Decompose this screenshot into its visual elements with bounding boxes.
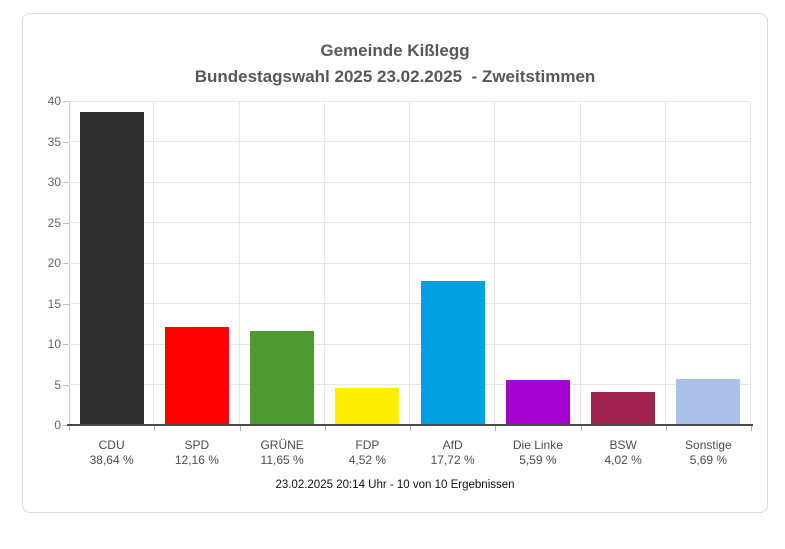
- category-label-die-linke: Die Linke 5,59 %: [495, 438, 580, 468]
- x-axis-line: [67, 424, 753, 426]
- y-tick-mark: [63, 263, 69, 264]
- chart-title: Gemeinde Kißlegg Bundestagswahl 2025 23.…: [23, 38, 767, 90]
- category-name: SPD: [184, 438, 210, 452]
- bar-spd: [164, 326, 229, 425]
- gridline-v: [409, 101, 410, 425]
- chart-title-line1: Gemeinde Kißlegg: [320, 41, 470, 60]
- y-tick-label: 30: [47, 175, 61, 189]
- category-label-fdp: FDP 4,52 %: [325, 438, 410, 468]
- category-label-sonstige: Sonstige 5,69 %: [666, 438, 751, 468]
- gridline-h: [69, 343, 751, 345]
- y-tick-label: 10: [47, 337, 61, 351]
- x-tick-mark: [154, 426, 155, 431]
- y-tick-mark: [63, 344, 69, 345]
- y-tick-label: 25: [47, 215, 61, 230]
- bar-bsw: [591, 392, 656, 425]
- y-tick-mark: [63, 222, 69, 224]
- y-tick-mark: [63, 101, 69, 102]
- x-tick-mark: [240, 426, 241, 431]
- gridline-v: [580, 101, 581, 425]
- category-value-label: 4,52 %: [348, 453, 387, 467]
- gridline-v: [494, 101, 495, 425]
- y-tick-mark: [63, 425, 69, 426]
- gridline-h: [69, 303, 751, 304]
- y-tick-label: 15: [47, 296, 61, 311]
- x-tick-mark: [69, 426, 70, 431]
- x-tick-mark: [325, 426, 326, 431]
- category-name: BSW: [609, 438, 637, 452]
- y-tick-mark: [63, 141, 69, 143]
- bar-die-linke: [505, 379, 570, 425]
- x-tick-mark: [495, 426, 496, 431]
- bar-cdu: [79, 112, 144, 425]
- gridline-v: [750, 101, 751, 425]
- y-tick-label: 5: [54, 377, 61, 392]
- x-tick-mark: [410, 426, 411, 431]
- category-name: FDP: [355, 438, 380, 452]
- bar-gr-ne: [250, 330, 315, 425]
- bar-afd: [420, 281, 485, 425]
- chart-card: Gemeinde Kißlegg Bundestagswahl 2025 23.…: [22, 13, 768, 513]
- category-name: CDU: [98, 438, 125, 452]
- category-label-afd: AfD 17,72 %: [410, 438, 495, 468]
- y-tick-label: 40: [47, 94, 61, 108]
- y-tick-mark: [63, 384, 69, 386]
- gridline-v: [239, 101, 240, 425]
- y-tick-label: 0: [54, 418, 61, 432]
- gridline-v: [665, 101, 666, 425]
- plot-area: [69, 100, 751, 425]
- category-label-bsw: BSW 4,02 %: [581, 438, 666, 468]
- category-label-spd: SPD 12,16 %: [154, 438, 239, 468]
- category-value-label: 17,72 %: [430, 453, 475, 467]
- x-tick-mark: [666, 426, 667, 431]
- chart-title-line2: Bundestagswahl 2025 23.02.2025 - Zweitst…: [194, 67, 596, 86]
- gridline-h: [69, 181, 751, 183]
- x-tick-mark: [581, 426, 582, 431]
- category-value-label: 5,69 %: [689, 453, 728, 467]
- gridline-h: [69, 141, 751, 142]
- category-name: Die Linke: [512, 438, 563, 452]
- gridline-v: [153, 101, 154, 425]
- category-label-cdu: CDU 38,64 %: [69, 438, 154, 468]
- y-tick-mark: [63, 303, 69, 305]
- category-value-label: 5,59 %: [519, 453, 557, 467]
- gridline-h: [69, 262, 751, 264]
- category-name: AfD: [442, 438, 463, 452]
- gridline-h: [69, 222, 751, 223]
- y-tick-mark: [63, 182, 69, 183]
- bar-fdp: [335, 388, 400, 425]
- gridline-h: [69, 100, 751, 102]
- category-value-label: 11,65 %: [260, 453, 304, 467]
- x-tick-mark: [751, 426, 752, 431]
- y-tick-label: 35: [47, 134, 61, 149]
- category-label-gr-ne: GRÜNE 11,65 %: [240, 438, 325, 468]
- chart-caption: 23.02.2025 20:14 Uhr - 10 von 10 Ergebni…: [275, 479, 515, 491]
- bar-sonstige: [676, 378, 741, 425]
- category-value-label: 12,16 %: [174, 453, 219, 467]
- category-value-label: 4,02 %: [604, 453, 642, 467]
- category-name: GRÜNE: [260, 438, 304, 452]
- y-tick-label: 20: [47, 256, 61, 270]
- category-name: Sonstige: [685, 438, 732, 452]
- gridline-v: [324, 101, 325, 425]
- gridline-h: [69, 384, 751, 385]
- category-value-label: 38,64 %: [89, 453, 134, 467]
